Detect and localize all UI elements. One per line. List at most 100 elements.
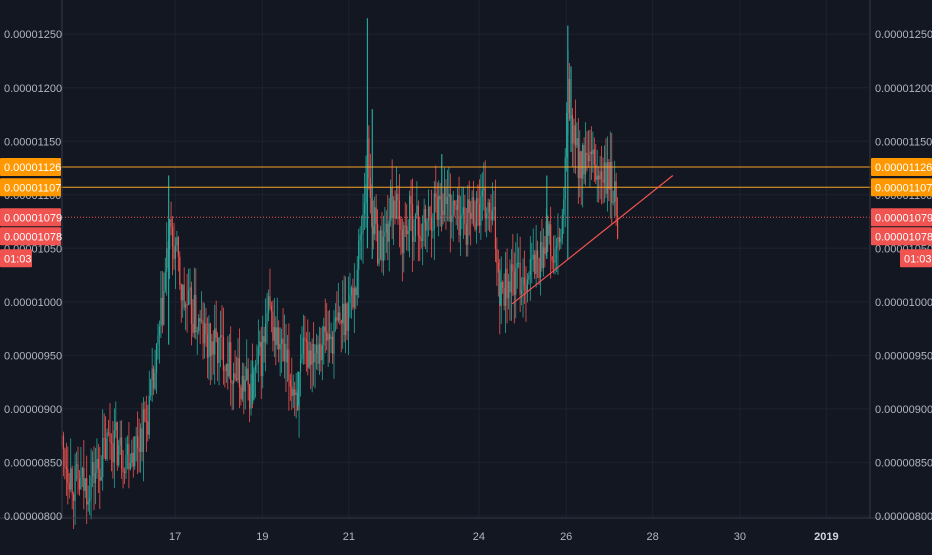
y-tick-label-right: 0.00001200 xyxy=(875,83,932,95)
candle-body xyxy=(509,281,511,293)
candle-body xyxy=(535,250,537,275)
candle-body xyxy=(358,240,360,270)
candle-body xyxy=(343,303,345,336)
candle-body xyxy=(566,112,568,158)
candle-body xyxy=(234,373,236,379)
candle-body xyxy=(534,254,536,275)
overlay-layer[interactable] xyxy=(0,166,932,305)
candle-body xyxy=(410,195,412,205)
candle-body xyxy=(171,227,174,247)
candle-body xyxy=(550,224,552,257)
trend-line[interactable] xyxy=(511,175,674,305)
candle-body xyxy=(433,193,435,230)
candle-body xyxy=(320,343,322,361)
candle-body xyxy=(135,436,137,438)
candle-body xyxy=(179,256,181,285)
x-tick-label: 19 xyxy=(256,531,268,543)
candle-body xyxy=(387,223,389,242)
candle-body xyxy=(174,245,177,259)
candle-body xyxy=(356,269,358,296)
candle-body xyxy=(250,373,252,409)
candle-body xyxy=(228,342,230,377)
candle-body xyxy=(121,437,123,469)
candle-body xyxy=(491,209,494,221)
candle-body xyxy=(289,380,291,387)
candle-body xyxy=(554,248,556,263)
candle-body xyxy=(532,254,534,259)
candle-body xyxy=(206,334,209,358)
candle-body xyxy=(295,392,297,395)
candle-body xyxy=(201,320,203,322)
candle-body xyxy=(157,335,159,345)
candle-body xyxy=(552,260,555,263)
candle-body xyxy=(406,225,408,235)
candle-body xyxy=(439,195,441,200)
candle-body xyxy=(249,384,251,409)
candle-body xyxy=(451,215,453,223)
candle-body xyxy=(470,212,472,219)
candle-body xyxy=(523,277,526,285)
candle-body xyxy=(102,438,104,478)
candle-body xyxy=(500,282,502,307)
candle-body xyxy=(145,421,147,422)
candle-body xyxy=(365,184,367,204)
candle-body xyxy=(486,213,488,219)
labels-layer: 0.00001126 0.00001126 0.00001107 0.00001107… xyxy=(0,157,932,268)
candle-body xyxy=(583,145,585,175)
candle-body xyxy=(478,203,481,226)
candle-body xyxy=(564,157,566,200)
candle-body xyxy=(467,199,469,245)
candle-body xyxy=(230,342,232,383)
candle-body xyxy=(272,311,274,341)
x-tick-label: 21 xyxy=(343,531,355,543)
candle-body xyxy=(247,368,249,385)
candle-body xyxy=(432,229,434,231)
candle-body xyxy=(158,326,161,336)
candle-body xyxy=(269,296,271,306)
candle-body xyxy=(446,196,449,205)
candle-body xyxy=(605,162,607,194)
candle-body xyxy=(256,363,258,366)
candle-body xyxy=(317,344,319,364)
candle-body xyxy=(394,200,396,219)
y-tick-label-left: 0.00000900 xyxy=(4,404,62,416)
candle-body xyxy=(126,444,129,455)
candle-body xyxy=(429,206,431,217)
candle-body xyxy=(331,336,334,354)
candle-body xyxy=(323,326,325,346)
countdown-label-left: 01:03 xyxy=(4,253,32,265)
candle-body xyxy=(282,338,284,361)
candle-body xyxy=(602,179,604,183)
x-tick-label: 26 xyxy=(560,531,572,543)
candle-body xyxy=(542,247,545,269)
candle-body xyxy=(310,350,312,365)
level-label-right-bg xyxy=(871,157,932,176)
candle-body xyxy=(224,370,226,372)
candle-body xyxy=(214,328,216,355)
candle-body xyxy=(225,363,227,371)
candle-body xyxy=(397,193,399,201)
candle-body xyxy=(571,115,574,144)
candle-body xyxy=(603,162,606,183)
candle-body xyxy=(352,287,354,308)
candle-body xyxy=(278,327,280,350)
candle-body xyxy=(254,365,257,371)
candle-body xyxy=(112,443,114,463)
candle-body xyxy=(276,327,278,345)
candle-body xyxy=(536,250,539,259)
candle-body xyxy=(400,219,402,230)
candle-body xyxy=(519,262,521,295)
level-label-left: 0.00001107 xyxy=(4,182,61,194)
candle-body xyxy=(420,238,422,242)
candle-body xyxy=(458,195,460,236)
level-label-left: 0.00001126 xyxy=(4,162,61,174)
candle-body xyxy=(257,346,259,364)
candle-body xyxy=(442,211,444,215)
candle-body xyxy=(379,230,382,259)
candle-body xyxy=(449,193,451,223)
candle-body xyxy=(116,422,118,466)
candle-body xyxy=(487,202,489,214)
candle-body xyxy=(586,152,588,155)
